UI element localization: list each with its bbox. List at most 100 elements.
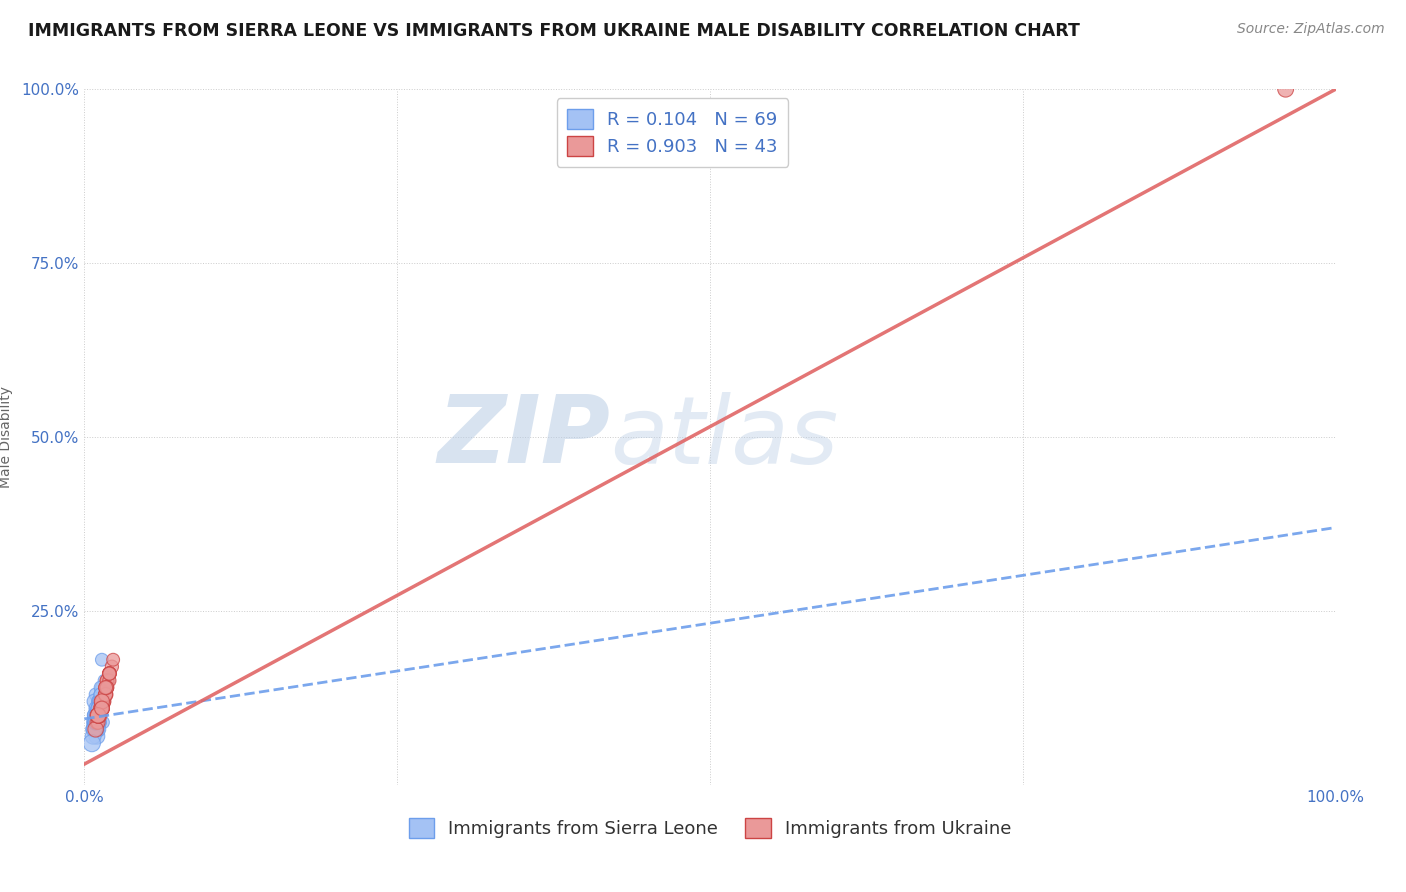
Point: [101, 659, 124, 673]
Point: [84, 715, 107, 730]
Point: [82, 729, 104, 743]
Point: [87, 701, 110, 715]
Point: [98, 673, 121, 688]
Point: [86, 715, 108, 730]
Point: [84, 715, 107, 730]
Point: [86, 723, 108, 737]
Point: [101, 653, 124, 667]
Y-axis label: Male Disability: Male Disability: [0, 386, 13, 488]
Point: [86, 701, 108, 715]
Point: [94, 688, 117, 702]
Point: [87, 723, 110, 737]
Point: [89, 708, 111, 723]
Point: [98, 666, 121, 681]
Point: [98, 666, 121, 681]
Point: [86, 708, 108, 723]
Point: [90, 688, 112, 702]
Point: [96, 673, 118, 688]
Point: [98, 666, 121, 681]
Point: [86, 715, 108, 730]
Point: [87, 708, 110, 723]
Point: [86, 708, 108, 723]
Point: [84, 715, 107, 730]
Point: [86, 701, 108, 715]
Point: [90, 701, 112, 715]
Point: [96, 681, 118, 695]
Point: [86, 708, 108, 723]
Point: [90, 681, 112, 695]
Point: [94, 681, 117, 695]
Point: [84, 723, 107, 737]
Point: [94, 681, 117, 695]
Point: [84, 708, 107, 723]
Point: [87, 701, 110, 715]
Point: [93, 673, 115, 688]
Point: [1274, 82, 1296, 96]
Point: [89, 708, 111, 723]
Point: [90, 653, 112, 667]
Point: [90, 688, 112, 702]
Point: [91, 715, 114, 730]
Text: ZIP: ZIP: [437, 391, 610, 483]
Point: [83, 694, 105, 708]
Point: [84, 715, 107, 730]
Point: [90, 694, 112, 708]
Point: [90, 694, 112, 708]
Point: [86, 715, 108, 730]
Point: [86, 708, 108, 723]
Point: [84, 708, 107, 723]
Point: [89, 715, 111, 730]
Point: [89, 715, 111, 730]
Point: [90, 694, 112, 708]
Point: [87, 694, 110, 708]
Point: [89, 701, 111, 715]
Point: [87, 708, 110, 723]
Point: [87, 694, 110, 708]
Point: [84, 715, 107, 730]
Point: [83, 708, 105, 723]
Point: [83, 723, 105, 737]
Point: [83, 723, 105, 737]
Point: [84, 723, 107, 737]
Legend: Immigrants from Sierra Leone, Immigrants from Ukraine: Immigrants from Sierra Leone, Immigrants…: [402, 811, 1018, 846]
Point: [87, 701, 110, 715]
Point: [84, 723, 107, 737]
Point: [89, 694, 111, 708]
Point: [84, 715, 107, 730]
Point: [98, 666, 121, 681]
Point: [86, 723, 108, 737]
Point: [87, 715, 110, 730]
Point: [91, 694, 114, 708]
Point: [83, 723, 105, 737]
Point: [87, 701, 110, 715]
Point: [90, 694, 112, 708]
Point: [96, 681, 118, 695]
Text: atlas: atlas: [610, 392, 838, 483]
Point: [90, 694, 112, 708]
Point: [90, 681, 112, 695]
Point: [90, 701, 112, 715]
Point: [86, 708, 108, 723]
Point: [90, 701, 112, 715]
Point: [86, 723, 108, 737]
Point: [89, 708, 111, 723]
Point: [87, 708, 110, 723]
Point: [91, 694, 114, 708]
Text: Source: ZipAtlas.com: Source: ZipAtlas.com: [1237, 22, 1385, 37]
Point: [87, 708, 110, 723]
Point: [86, 715, 108, 730]
Point: [86, 701, 108, 715]
Point: [83, 708, 105, 723]
Point: [97, 673, 120, 688]
Point: [86, 729, 108, 743]
Point: [87, 708, 110, 723]
Point: [90, 701, 112, 715]
Point: [98, 666, 121, 681]
Point: [90, 701, 112, 715]
Point: [94, 688, 117, 702]
Point: [96, 681, 118, 695]
Point: [90, 701, 112, 715]
Point: [86, 708, 108, 723]
Point: [89, 694, 111, 708]
Point: [89, 701, 111, 715]
